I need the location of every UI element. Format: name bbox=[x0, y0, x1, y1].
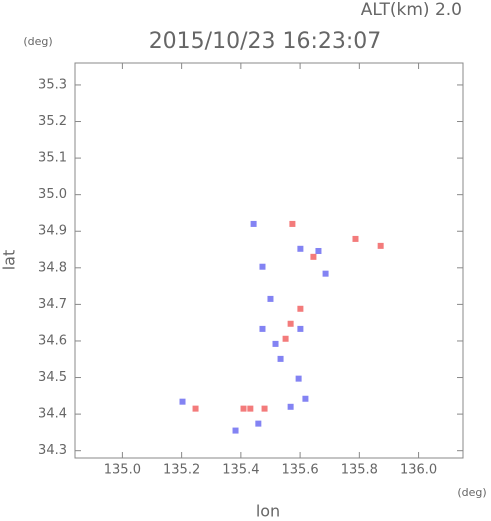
y-tick-label: 35.1 bbox=[38, 151, 67, 166]
y-tick-label: 34.5 bbox=[38, 370, 67, 385]
point bbox=[297, 305, 304, 312]
point bbox=[297, 325, 304, 332]
point bbox=[277, 355, 284, 362]
point bbox=[255, 420, 262, 427]
y-tick-label: 34.4 bbox=[38, 407, 67, 422]
point bbox=[352, 235, 359, 242]
point bbox=[287, 403, 294, 410]
point bbox=[192, 405, 199, 412]
x-axis-label: lon bbox=[256, 502, 280, 521]
y-axis-label: lat bbox=[0, 250, 19, 271]
x-tick-label: 135.8 bbox=[341, 463, 378, 478]
y-tick-label: 34.3 bbox=[38, 443, 67, 458]
point bbox=[232, 427, 239, 434]
point bbox=[310, 253, 317, 260]
point bbox=[250, 220, 257, 227]
point bbox=[272, 340, 279, 347]
x-unit: (deg) bbox=[457, 486, 486, 499]
plot-frame bbox=[74, 62, 464, 459]
x-tick-label: 135.4 bbox=[222, 463, 259, 478]
point bbox=[289, 220, 296, 227]
x-tick-label: 135.2 bbox=[163, 463, 200, 478]
altitude-label: ALT(km) 2.0 bbox=[361, 0, 462, 20]
point bbox=[297, 245, 304, 252]
point bbox=[259, 263, 266, 270]
point bbox=[261, 405, 268, 412]
y-unit: (deg) bbox=[23, 35, 52, 48]
x-tick-label: 135.6 bbox=[281, 463, 318, 478]
point bbox=[302, 395, 309, 402]
y-tick-label: 34.7 bbox=[38, 297, 67, 312]
point bbox=[247, 405, 254, 412]
point bbox=[295, 375, 302, 382]
point bbox=[322, 270, 329, 277]
point bbox=[282, 335, 289, 342]
point bbox=[179, 398, 186, 405]
y-tick-label: 34.9 bbox=[38, 224, 67, 239]
x-tick-label: 136.0 bbox=[400, 463, 437, 478]
chart-title: 2015/10/23 16:23:07 bbox=[149, 29, 382, 54]
x-tick-label: 135.0 bbox=[104, 463, 141, 478]
y-tick-label: 34.6 bbox=[38, 333, 67, 348]
point bbox=[315, 247, 322, 254]
point bbox=[287, 320, 294, 327]
y-tick-label: 34.8 bbox=[38, 260, 67, 275]
y-tick-label: 35.2 bbox=[38, 114, 67, 129]
point bbox=[240, 405, 247, 412]
y-tick-label: 35.3 bbox=[38, 77, 67, 92]
point bbox=[377, 242, 384, 249]
point bbox=[267, 295, 274, 302]
y-tick-label: 35.0 bbox=[38, 187, 67, 202]
point bbox=[259, 325, 266, 332]
